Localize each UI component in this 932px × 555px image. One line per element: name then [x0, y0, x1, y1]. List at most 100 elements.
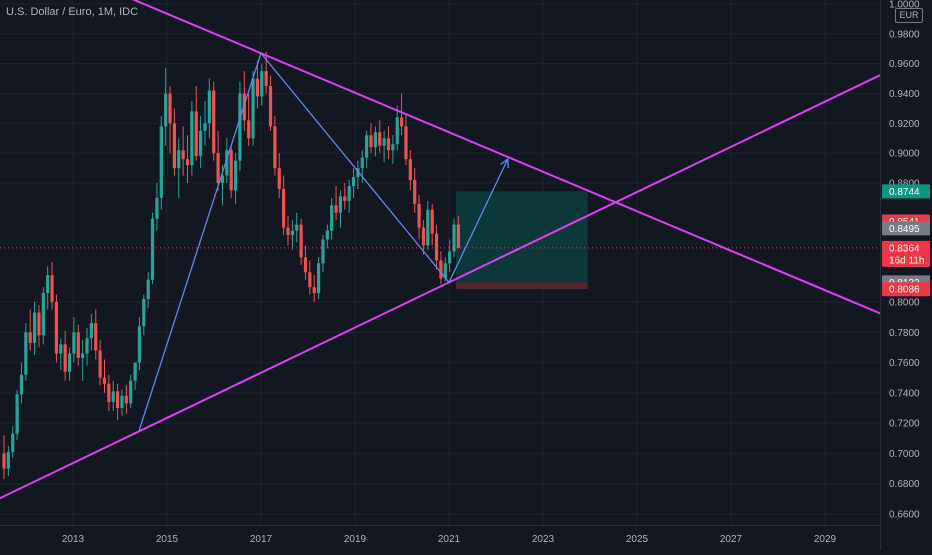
candle-body	[268, 86, 273, 127]
candle-body	[199, 130, 203, 157]
candle-body	[28, 332, 32, 343]
candle-body	[369, 135, 373, 148]
price-tick-label: 0.9200	[889, 119, 920, 130]
candle-body	[150, 218, 155, 280]
candle-body	[50, 275, 54, 302]
price-tick-label: 0.7400	[889, 388, 920, 399]
price-tick-label: 0.9000	[889, 149, 920, 160]
candle-body	[185, 159, 190, 166]
candle-body	[102, 377, 107, 384]
candle-body	[356, 168, 360, 178]
candle-body	[330, 205, 334, 231]
candle-body	[316, 263, 321, 294]
candle-body	[229, 150, 233, 191]
candle-body	[129, 380, 133, 404]
candle-body	[391, 144, 395, 151]
current-price-tag: 0.8364	[889, 243, 920, 254]
support-trendline	[0, 74, 881, 500]
candle-body	[89, 323, 93, 339]
candle-body	[273, 126, 277, 169]
candle-body	[216, 153, 220, 183]
price-tick-label: 0.6600	[889, 510, 920, 521]
price-tick-label: 0.7800	[889, 328, 920, 339]
candle-body	[94, 323, 98, 351]
time-tick-label: 2015	[156, 534, 179, 545]
candle-body	[365, 135, 369, 158]
candle-body	[164, 93, 168, 127]
drawings	[0, 0, 881, 500]
price-tick-label: 0.9600	[889, 59, 920, 70]
zigzag-arrowhead	[500, 157, 509, 169]
resistance-trendline	[131, 0, 881, 315]
candle-body	[430, 209, 434, 234]
candle-body	[439, 260, 443, 279]
time-axis[interactable]: 2013 2015 2017 2019 2021 2023 2025 2027 2029	[0, 525, 880, 546]
candle-body	[233, 160, 238, 191]
price-tick-label: 0.7200	[889, 419, 920, 430]
candle-body	[378, 132, 382, 146]
candle-body	[373, 132, 377, 148]
candle-body	[177, 150, 181, 169]
candle-body	[343, 196, 347, 201]
candle-body	[255, 78, 260, 97]
candle-body	[41, 293, 45, 336]
candle-body	[107, 383, 111, 402]
candle-body	[225, 150, 229, 176]
candle-body	[351, 177, 356, 186]
candles	[2, 51, 460, 480]
candle-body	[220, 175, 225, 183]
candle-body	[6, 451, 10, 469]
candle-body	[212, 90, 216, 154]
candle-body	[382, 138, 386, 146]
candle-body	[260, 71, 264, 97]
candle-body	[85, 338, 89, 354]
candle-body	[421, 227, 426, 246]
candle-body	[120, 395, 124, 408]
candle-body	[63, 344, 67, 372]
current-price-tag-bg	[882, 240, 930, 267]
candle-body	[434, 233, 439, 261]
price-tick-label: 0.8800	[889, 179, 920, 190]
candle-body	[277, 168, 281, 189]
time-tick-label: 2021	[438, 534, 461, 545]
candle-body	[54, 302, 59, 354]
currency-badge[interactable]: EUR	[895, 8, 923, 23]
price-tick-label: 0.7600	[889, 358, 920, 369]
candle-body	[303, 257, 308, 273]
candle-body	[155, 197, 159, 219]
price-axis[interactable]: 0.6600 0.6800 0.7000 0.7200 0.7400 0.7600 0.78…	[880, 0, 932, 550]
candle-body	[312, 287, 316, 294]
price-tag-bg	[882, 221, 930, 236]
price-tick-label: 1.0000	[889, 0, 920, 11]
candle-body	[308, 272, 312, 288]
candle-body	[19, 374, 24, 395]
candle-body	[251, 78, 255, 139]
candle-body	[395, 117, 399, 145]
time-tick-label: 2017	[250, 534, 273, 545]
candle-body	[443, 263, 447, 279]
candle-body	[360, 157, 364, 169]
candle-body	[168, 93, 172, 124]
candle-body	[203, 123, 207, 131]
countdown-label: 16d 11h	[889, 255, 924, 266]
price-axis-bg	[880, 0, 932, 550]
candle-body	[72, 332, 76, 354]
grid	[0, 0, 880, 525]
price-tick-label: 0.8000	[889, 298, 920, 309]
candle-body	[247, 120, 251, 139]
zigzag-pattern	[138, 51, 509, 432]
candle-body	[282, 188, 286, 228]
target-zone	[456, 191, 588, 283]
time-tick-label: 2013	[62, 534, 85, 545]
candle-body	[67, 353, 72, 372]
price-tag-bg	[882, 184, 930, 199]
time-tick-label: 2027	[720, 534, 743, 545]
candle-body	[347, 185, 351, 201]
candle-body	[111, 391, 115, 402]
candle-body	[76, 332, 80, 359]
candle-body	[32, 312, 37, 343]
time-tick-label: 2019	[344, 534, 367, 545]
price-tag: 0.8086	[889, 285, 920, 296]
